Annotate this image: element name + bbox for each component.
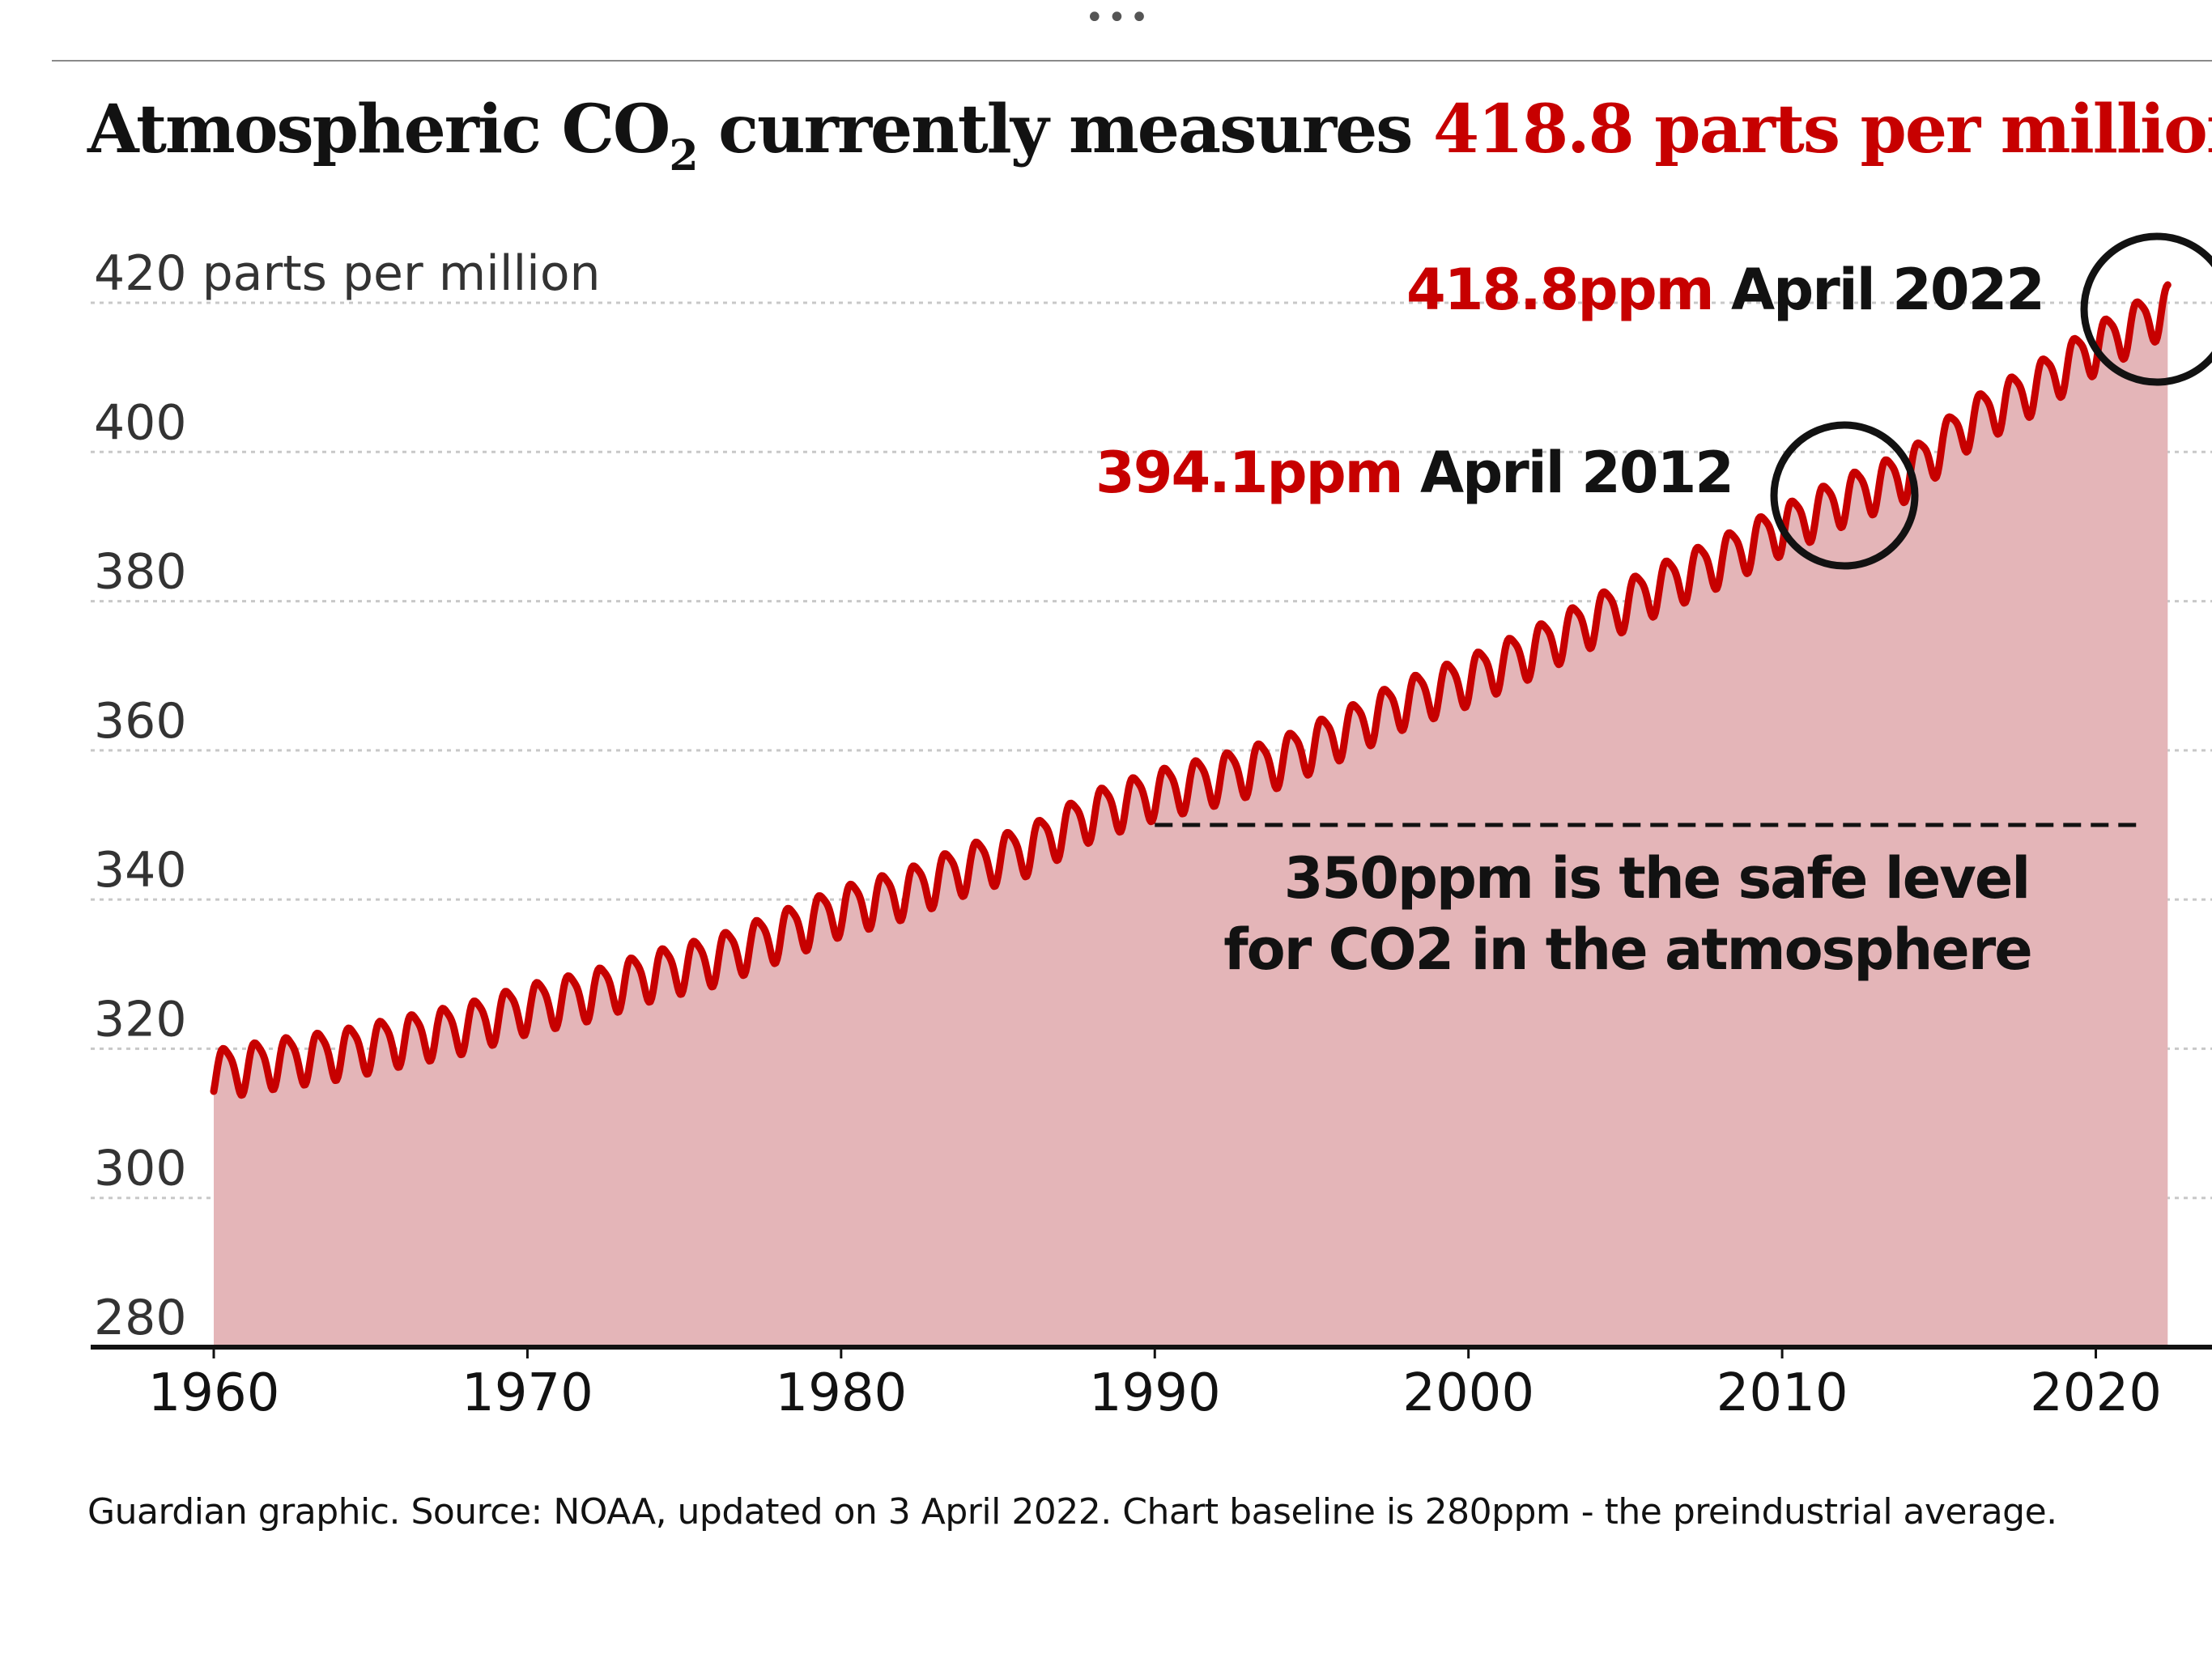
annotation-2012-value: 394.1ppm <box>1095 440 1420 506</box>
y-tick-label-420: 420 parts per million <box>94 245 601 302</box>
highlight-circle-2022 <box>2080 232 2212 386</box>
annotation-2022: 418.8ppm April 2022 <box>1406 257 2044 323</box>
x-tick-label-1970: 1970 <box>462 1363 593 1423</box>
y-tick-label-320: 320 <box>94 991 187 1048</box>
safe-level-label-2: for CO2 in the atmosphere <box>1223 916 2031 983</box>
headline-subscript: 2 <box>669 131 698 181</box>
series-line <box>210 281 2172 1099</box>
x-tick-label-1960: 1960 <box>148 1363 280 1423</box>
annotation-2022-value: 418.8ppm <box>1406 257 1731 323</box>
y-tick-labels: 420 parts per million 400 380 360 340 320 300 2… <box>94 245 601 1346</box>
y-tick-label-380: 380 <box>94 544 187 601</box>
y-tick-label-300: 300 <box>94 1141 187 1197</box>
safe-level-label-1: 350ppm is the safe level <box>1284 845 2030 912</box>
x-tick-label-2020: 2020 <box>2030 1363 2162 1423</box>
x-tick-label-2000: 2000 <box>1402 1363 1534 1423</box>
series-line-layer <box>210 281 2172 1099</box>
annotation-2022-date: April 2022 <box>1731 257 2044 323</box>
y-tick-label-340: 340 <box>94 842 187 899</box>
top-divider <box>52 60 2212 62</box>
y-tick-label-400: 400 <box>94 394 187 451</box>
x-tick-label-1990: 1990 <box>1089 1363 1221 1423</box>
x-tick-labels: 1960 1970 1980 1990 2000 2010 2020 <box>91 1345 2212 1423</box>
headline-text-2: currently measures <box>696 91 1433 168</box>
y-tick-label-360: 360 <box>94 693 187 750</box>
annotation-2012: 394.1ppm April 2012 <box>1095 440 1733 506</box>
headline-highlight: 418.8 parts per million <box>1432 91 2212 168</box>
annotation-2012-date: April 2012 <box>1420 440 1733 506</box>
series-area <box>214 284 2168 1347</box>
area-fill-layer <box>214 284 2168 1347</box>
highlight-circle-2012 <box>1770 421 1919 570</box>
chart-headline: Atmospheric CO2 currently measures 418.8… <box>87 91 2212 181</box>
x-tick-label-1980: 1980 <box>775 1363 907 1423</box>
y-tick-label-280: 280 <box>94 1290 187 1346</box>
annotations: 418.8ppm April 2022 394.1ppm April 2012 35… <box>1095 232 2212 983</box>
source-footnote: Guardian graphic. Source: NOAA, updated … <box>87 1491 2057 1533</box>
x-tick-label-2010: 2010 <box>1716 1363 1848 1423</box>
headline-text: Atmospheric CO <box>87 91 670 168</box>
